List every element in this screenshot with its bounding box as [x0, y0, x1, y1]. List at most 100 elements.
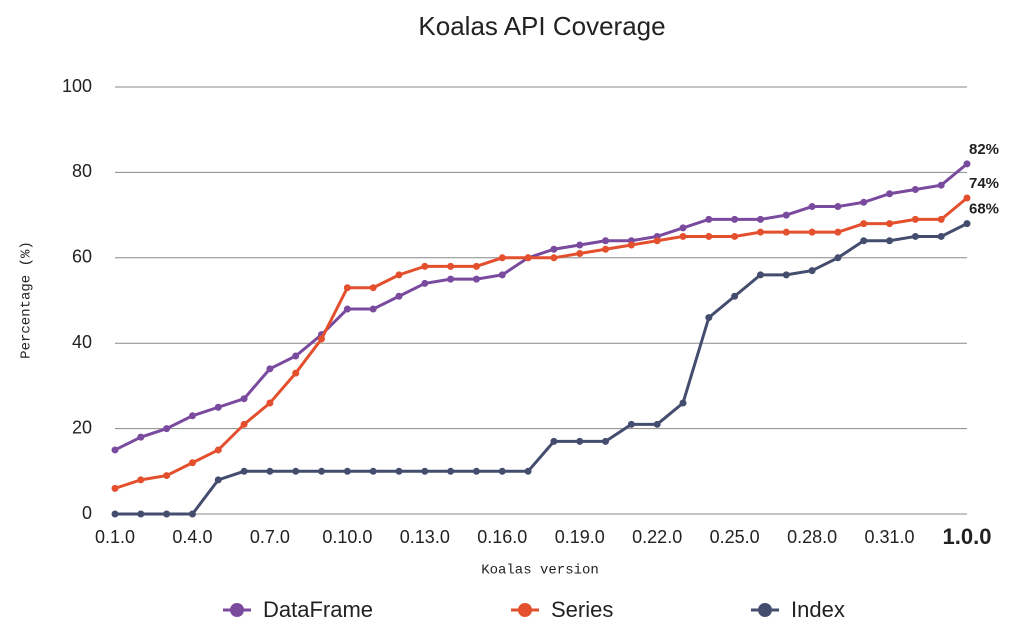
data-point: [550, 245, 558, 253]
y-tick-label: 0: [82, 503, 92, 523]
x-tick-label: 0.28.0: [787, 527, 837, 547]
data-point: [937, 215, 945, 223]
data-point: [188, 510, 196, 518]
data-point: [447, 275, 455, 283]
data-point: [240, 420, 248, 428]
data-point: [808, 203, 816, 211]
data-point: [498, 271, 506, 279]
data-point: [524, 467, 532, 475]
data-point: [627, 420, 635, 428]
legend-marker: [230, 603, 244, 617]
y-tick-label: 20: [72, 417, 92, 437]
data-point: [369, 284, 377, 292]
data-point: [937, 181, 945, 189]
data-point: [137, 476, 145, 484]
data-point: [860, 237, 868, 245]
data-point: [111, 446, 119, 454]
y-tick-label: 100: [62, 76, 92, 96]
data-point: [886, 190, 894, 198]
data-point: [498, 467, 506, 475]
data-point: [860, 220, 868, 228]
data-point: [214, 403, 222, 411]
data-point: [447, 467, 455, 475]
data-point: [447, 262, 455, 270]
chart-title: Koalas API Coverage: [418, 11, 665, 41]
data-point: [421, 279, 429, 287]
data-point: [834, 203, 842, 211]
data-point: [318, 467, 326, 475]
data-point: [188, 412, 196, 420]
data-point: [731, 215, 739, 223]
data-point: [137, 510, 145, 518]
data-point: [266, 365, 274, 373]
data-point: [731, 292, 739, 300]
data-point: [653, 420, 661, 428]
data-point: [679, 224, 687, 232]
x-tick-label: 0.22.0: [632, 527, 682, 547]
data-point: [369, 305, 377, 313]
data-label: 68%: [969, 201, 999, 218]
data-point: [214, 446, 222, 454]
data-point: [602, 245, 610, 253]
data-point: [111, 510, 119, 518]
y-tick-label: 40: [72, 332, 92, 352]
legend-label: Index: [791, 597, 845, 622]
data-point: [627, 241, 635, 249]
x-tick-label: 0.31.0: [865, 527, 915, 547]
data-point: [240, 467, 248, 475]
data-point: [705, 314, 713, 322]
data-label: 82%: [969, 141, 999, 158]
series-line: [114, 162, 968, 452]
data-point: [834, 228, 842, 236]
data-point: [214, 476, 222, 484]
data-point: [188, 459, 196, 467]
x-tick-label: 1.0.0: [943, 524, 992, 549]
data-point: [679, 399, 687, 407]
data-point: [834, 254, 842, 262]
data-point: [395, 467, 403, 475]
data-point: [782, 211, 790, 219]
data-point: [343, 467, 351, 475]
data-point: [782, 228, 790, 236]
data-point: [292, 352, 300, 360]
data-point: [343, 284, 351, 292]
data-point: [163, 510, 171, 518]
data-point: [963, 160, 971, 168]
data-point: [602, 437, 610, 445]
data-point: [886, 237, 894, 245]
data-point: [421, 262, 429, 270]
data-point: [240, 395, 248, 403]
x-tick-label: 0.25.0: [710, 527, 760, 547]
data-point: [808, 228, 816, 236]
data-point: [679, 232, 687, 240]
data-point: [498, 254, 506, 262]
data-point: [292, 369, 300, 377]
y-tick-label: 80: [72, 161, 92, 181]
x-tick-label: 0.1.0: [95, 527, 135, 547]
data-point: [911, 215, 919, 223]
data-point: [653, 237, 661, 245]
data-point: [886, 220, 894, 228]
data-point: [808, 267, 816, 275]
data-point: [576, 241, 584, 249]
data-point: [266, 467, 274, 475]
x-tick-label: 0.19.0: [555, 527, 605, 547]
data-point: [472, 275, 480, 283]
data-point: [860, 198, 868, 206]
data-point: [963, 194, 971, 202]
series-line: [114, 196, 968, 490]
data-point: [369, 467, 377, 475]
data-point: [292, 467, 300, 475]
data-point: [550, 437, 558, 445]
x-tick-label: 0.10.0: [322, 527, 372, 547]
data-point: [705, 215, 713, 223]
data-point: [472, 262, 480, 270]
data-point: [163, 472, 171, 480]
legend-label: Series: [551, 597, 613, 622]
x-tick-label: 0.7.0: [250, 527, 290, 547]
x-axis-label: Koalas version: [481, 563, 599, 579]
data-point: [266, 399, 274, 407]
legend-label: DataFrame: [263, 597, 373, 622]
data-point: [756, 271, 764, 279]
